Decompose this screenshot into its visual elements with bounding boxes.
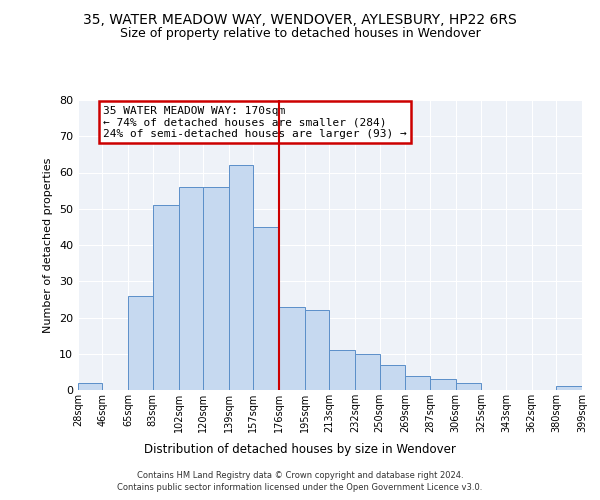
Text: 35, WATER MEADOW WAY, WENDOVER, AYLESBURY, HP22 6RS: 35, WATER MEADOW WAY, WENDOVER, AYLESBUR… <box>83 12 517 26</box>
Bar <box>406 376 430 390</box>
Bar <box>455 383 481 390</box>
Bar <box>153 205 179 390</box>
Bar <box>380 364 406 390</box>
Bar <box>78 383 103 390</box>
Bar <box>329 350 355 390</box>
Text: Contains HM Land Registry data © Crown copyright and database right 2024.: Contains HM Land Registry data © Crown c… <box>137 471 463 480</box>
Text: Distribution of detached houses by size in Wendover: Distribution of detached houses by size … <box>144 442 456 456</box>
Bar <box>128 296 153 390</box>
Bar <box>203 187 229 390</box>
Bar <box>430 379 455 390</box>
Bar <box>179 187 203 390</box>
Bar <box>253 227 279 390</box>
Text: Size of property relative to detached houses in Wendover: Size of property relative to detached ho… <box>119 28 481 40</box>
Bar <box>355 354 380 390</box>
Y-axis label: Number of detached properties: Number of detached properties <box>43 158 53 332</box>
Bar <box>229 165 253 390</box>
Text: 35 WATER MEADOW WAY: 170sqm
← 74% of detached houses are smaller (284)
24% of se: 35 WATER MEADOW WAY: 170sqm ← 74% of det… <box>103 106 407 139</box>
Bar <box>556 386 582 390</box>
Bar <box>305 310 329 390</box>
Text: Contains public sector information licensed under the Open Government Licence v3: Contains public sector information licen… <box>118 484 482 492</box>
Bar <box>279 306 305 390</box>
